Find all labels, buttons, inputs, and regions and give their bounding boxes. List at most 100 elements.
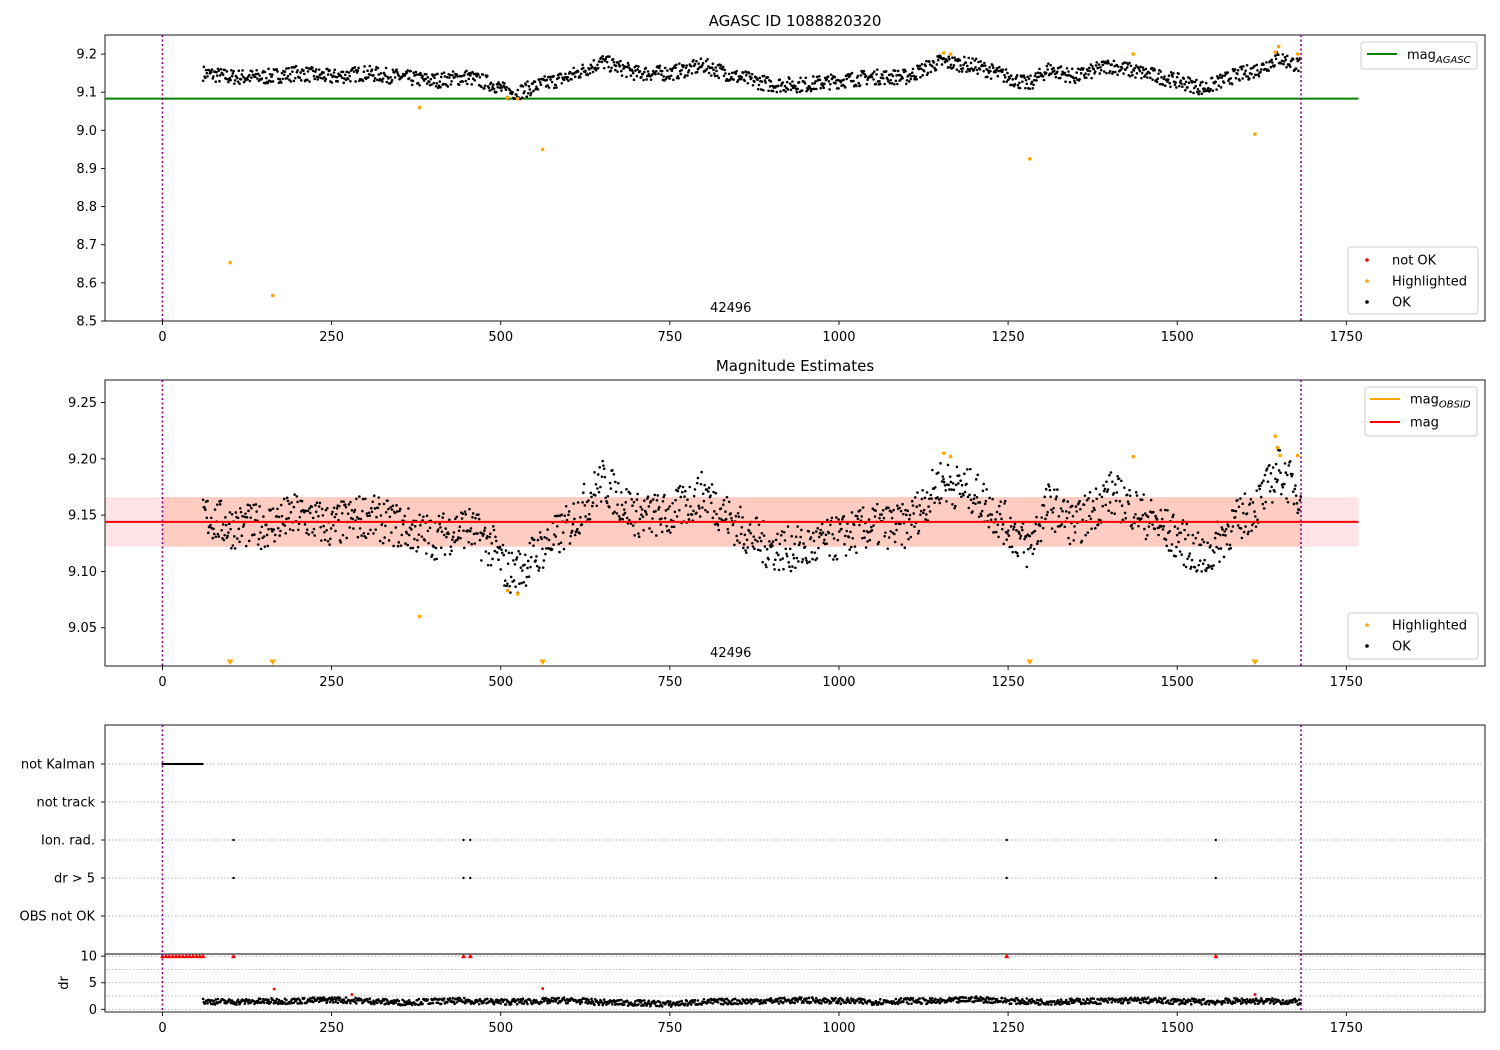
ok-point	[1078, 499, 1081, 503]
highlighted-point	[505, 588, 510, 593]
ok-point	[425, 72, 428, 76]
ok-point	[760, 531, 764, 535]
ok-point	[873, 515, 877, 518]
ok-point	[436, 72, 439, 76]
ok-point	[1217, 547, 1221, 550]
ok-point	[1174, 554, 1177, 558]
ok-point	[499, 568, 503, 571]
ok-point	[1062, 498, 1066, 502]
ok-point	[435, 557, 439, 561]
ok-point	[231, 544, 235, 547]
dr-point	[1291, 1001, 1294, 1004]
ok-point	[686, 498, 689, 501]
dr-point	[586, 1002, 590, 1005]
ok-point	[963, 490, 967, 494]
ok-point	[680, 68, 683, 72]
dr-point	[619, 998, 623, 1002]
x-tick-label: 750	[657, 1021, 682, 1036]
ok-point	[336, 80, 340, 83]
ok-point	[820, 533, 823, 536]
ok-point	[979, 60, 982, 63]
ok-point	[947, 483, 950, 487]
ok-point	[686, 74, 689, 77]
ok-point	[1027, 77, 1031, 80]
ok-point	[936, 496, 939, 499]
ok-point	[442, 512, 445, 515]
ok-point	[883, 82, 886, 86]
ok-point	[699, 57, 703, 61]
ok-point	[1004, 68, 1008, 71]
ok-point	[606, 494, 610, 498]
ok-point	[307, 533, 311, 536]
ok-point	[783, 84, 787, 88]
dr-point	[262, 1001, 266, 1004]
ok-point	[1125, 66, 1129, 69]
ok-point	[365, 512, 369, 515]
ok-point	[994, 70, 997, 74]
ok-point	[973, 59, 977, 62]
ok-point	[448, 552, 452, 556]
ok-point	[833, 75, 837, 79]
ok-point	[1131, 527, 1134, 530]
ok-point	[631, 504, 634, 508]
ok-point	[1096, 66, 1100, 70]
ok-point	[878, 82, 882, 86]
ok-point	[1158, 82, 1162, 86]
ok-point	[582, 482, 586, 486]
ok-point	[819, 86, 823, 90]
ok-point	[288, 502, 291, 506]
dr-point	[580, 1000, 584, 1004]
ok-point	[526, 566, 529, 570]
ok-point	[546, 528, 549, 531]
ok-point	[1166, 80, 1169, 83]
ok-point	[1157, 533, 1160, 537]
ok-point	[1185, 522, 1189, 526]
ok-point	[955, 465, 959, 469]
ok-point	[1051, 511, 1055, 514]
ok-point	[789, 569, 793, 573]
chart-title: AGASC ID 1088820320	[709, 12, 882, 30]
ok-point	[949, 480, 953, 484]
ok-point	[732, 78, 735, 81]
ok-point	[1015, 529, 1018, 532]
ok-point	[1146, 76, 1149, 79]
dr-point	[660, 1005, 664, 1008]
ok-point	[1271, 466, 1275, 469]
dr-point	[247, 998, 251, 1002]
ok-point	[664, 77, 668, 81]
ok-point	[756, 78, 759, 82]
ok-point	[705, 67, 709, 71]
dr-point	[462, 996, 466, 1000]
ok-point	[1173, 525, 1177, 528]
ok-point	[890, 510, 893, 514]
ok-point	[1253, 515, 1257, 518]
ok-point	[372, 74, 375, 77]
dr-point	[531, 1001, 535, 1005]
ok-point	[515, 558, 518, 561]
ok-point	[803, 82, 807, 85]
ok-point	[511, 90, 514, 94]
highlighted-point	[1273, 434, 1278, 439]
ok-point	[640, 75, 643, 79]
ok-point	[418, 83, 421, 87]
ok-point	[705, 488, 709, 491]
ok-point	[632, 78, 636, 82]
ok-point	[291, 528, 295, 532]
ok-point	[806, 561, 809, 565]
ok-point	[391, 504, 395, 508]
ok-point	[679, 72, 683, 76]
ok-point	[659, 523, 663, 526]
ok-point	[878, 516, 881, 520]
ok-point	[750, 541, 754, 545]
ok-point	[810, 550, 814, 554]
ok-point	[237, 527, 241, 531]
ok-point	[712, 510, 716, 513]
ok-point	[433, 73, 437, 77]
ok-point	[952, 64, 956, 67]
dr-point	[265, 998, 268, 1001]
ok-point	[1047, 62, 1050, 65]
dr-point	[579, 1002, 582, 1006]
ok-point	[738, 541, 741, 544]
highlighted-point	[417, 614, 422, 619]
ok-point	[743, 533, 747, 537]
